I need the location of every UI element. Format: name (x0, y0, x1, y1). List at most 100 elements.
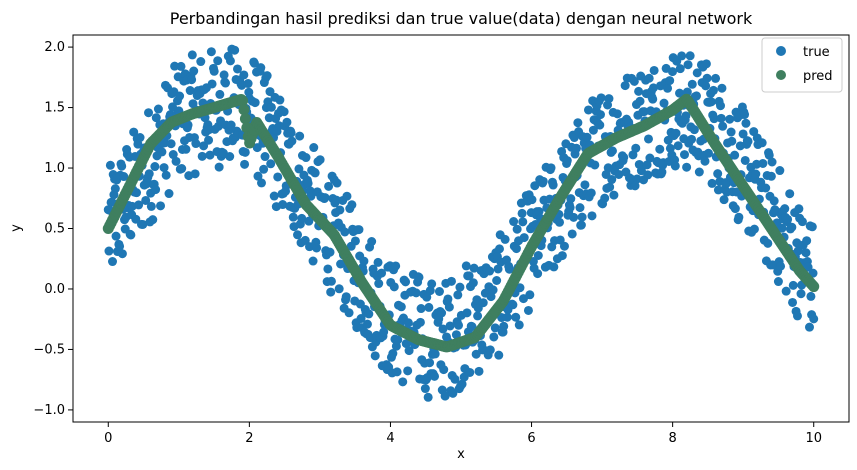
x-axis: 0 2 4 6 8 10 (104, 422, 822, 446)
true-point (325, 247, 335, 257)
true-point (692, 68, 702, 78)
true-point (538, 176, 548, 186)
true-point (331, 195, 341, 205)
true-point (546, 163, 556, 173)
true-point (648, 83, 658, 93)
true-point (415, 317, 425, 327)
true-point (704, 148, 714, 158)
true-point (493, 264, 503, 274)
true-point (170, 61, 180, 71)
true-point (374, 279, 384, 289)
true-point (342, 191, 352, 201)
true-point (320, 193, 330, 203)
true-point (709, 114, 719, 124)
true-point (727, 136, 737, 146)
true-point (512, 224, 522, 234)
true-point (718, 121, 728, 131)
true-point (801, 248, 811, 258)
true-point (110, 184, 120, 194)
true-point (416, 304, 426, 314)
true-point (577, 212, 587, 222)
true-point (629, 76, 639, 86)
true-point (675, 64, 685, 74)
true-point (643, 170, 653, 180)
true-point (770, 205, 780, 215)
true-point (576, 220, 586, 230)
true-point (243, 79, 253, 89)
true-point (275, 95, 285, 105)
true-point (485, 345, 495, 355)
true-point (206, 47, 216, 57)
true-point (719, 195, 729, 205)
true-point (802, 236, 812, 246)
true-point (807, 222, 817, 232)
true-point (168, 150, 178, 160)
true-point (434, 286, 444, 296)
true-point (488, 285, 498, 295)
true-point (673, 141, 683, 151)
true-point (288, 212, 298, 222)
true-point (444, 302, 454, 312)
true-point (425, 358, 435, 368)
true-point (612, 109, 622, 119)
true-point (226, 120, 236, 130)
true-point (440, 391, 450, 401)
true-point (517, 208, 527, 218)
true-point (751, 169, 761, 179)
true-point (132, 188, 142, 198)
true-point (471, 349, 481, 359)
true-point (187, 50, 197, 60)
true-point (588, 125, 598, 135)
true-point (393, 335, 403, 345)
true-point (286, 128, 296, 138)
true-point (304, 216, 314, 226)
true-point (146, 201, 156, 211)
chart-title: Perbandingan hasil prediksi dan true val… (170, 9, 753, 28)
true-point (256, 63, 266, 73)
true-point (230, 45, 240, 55)
true-point (356, 314, 366, 324)
true-point (494, 350, 504, 360)
true-point (450, 374, 460, 384)
true-point (350, 236, 360, 246)
true-point (635, 96, 645, 106)
true-point (490, 323, 500, 333)
true-point (514, 320, 524, 330)
true-point (716, 113, 726, 123)
x-tick-label: 10 (805, 431, 822, 446)
true-point (761, 183, 771, 193)
true-point (430, 371, 440, 381)
true-point (332, 178, 342, 188)
true-point (721, 179, 731, 189)
true-point (788, 280, 798, 290)
true-point (806, 291, 816, 301)
true-point (682, 162, 692, 172)
true-point (111, 231, 121, 241)
true-point (794, 204, 804, 214)
true-point (555, 217, 565, 227)
true-point (740, 155, 750, 165)
x-axis-label: x (457, 447, 465, 462)
true-point (508, 300, 518, 310)
true-point (141, 195, 151, 205)
true-point (324, 181, 334, 191)
true-point (197, 151, 207, 161)
true-point (749, 224, 759, 234)
true-point (301, 153, 311, 163)
pred-point (237, 95, 249, 107)
true-point (404, 346, 414, 356)
true-point (117, 249, 127, 259)
true-point (485, 266, 495, 276)
true-point (259, 164, 269, 174)
y-tick-label: −1.0 (33, 403, 65, 418)
true-point (451, 330, 461, 340)
true-point (725, 114, 735, 124)
true-point (655, 144, 665, 154)
true-point (209, 66, 219, 76)
true-point (614, 169, 624, 179)
true-point (707, 178, 717, 188)
plot-area (102, 44, 820, 402)
true-point (681, 111, 691, 121)
pred-point (239, 113, 251, 125)
legend-label-true: true (803, 45, 830, 60)
